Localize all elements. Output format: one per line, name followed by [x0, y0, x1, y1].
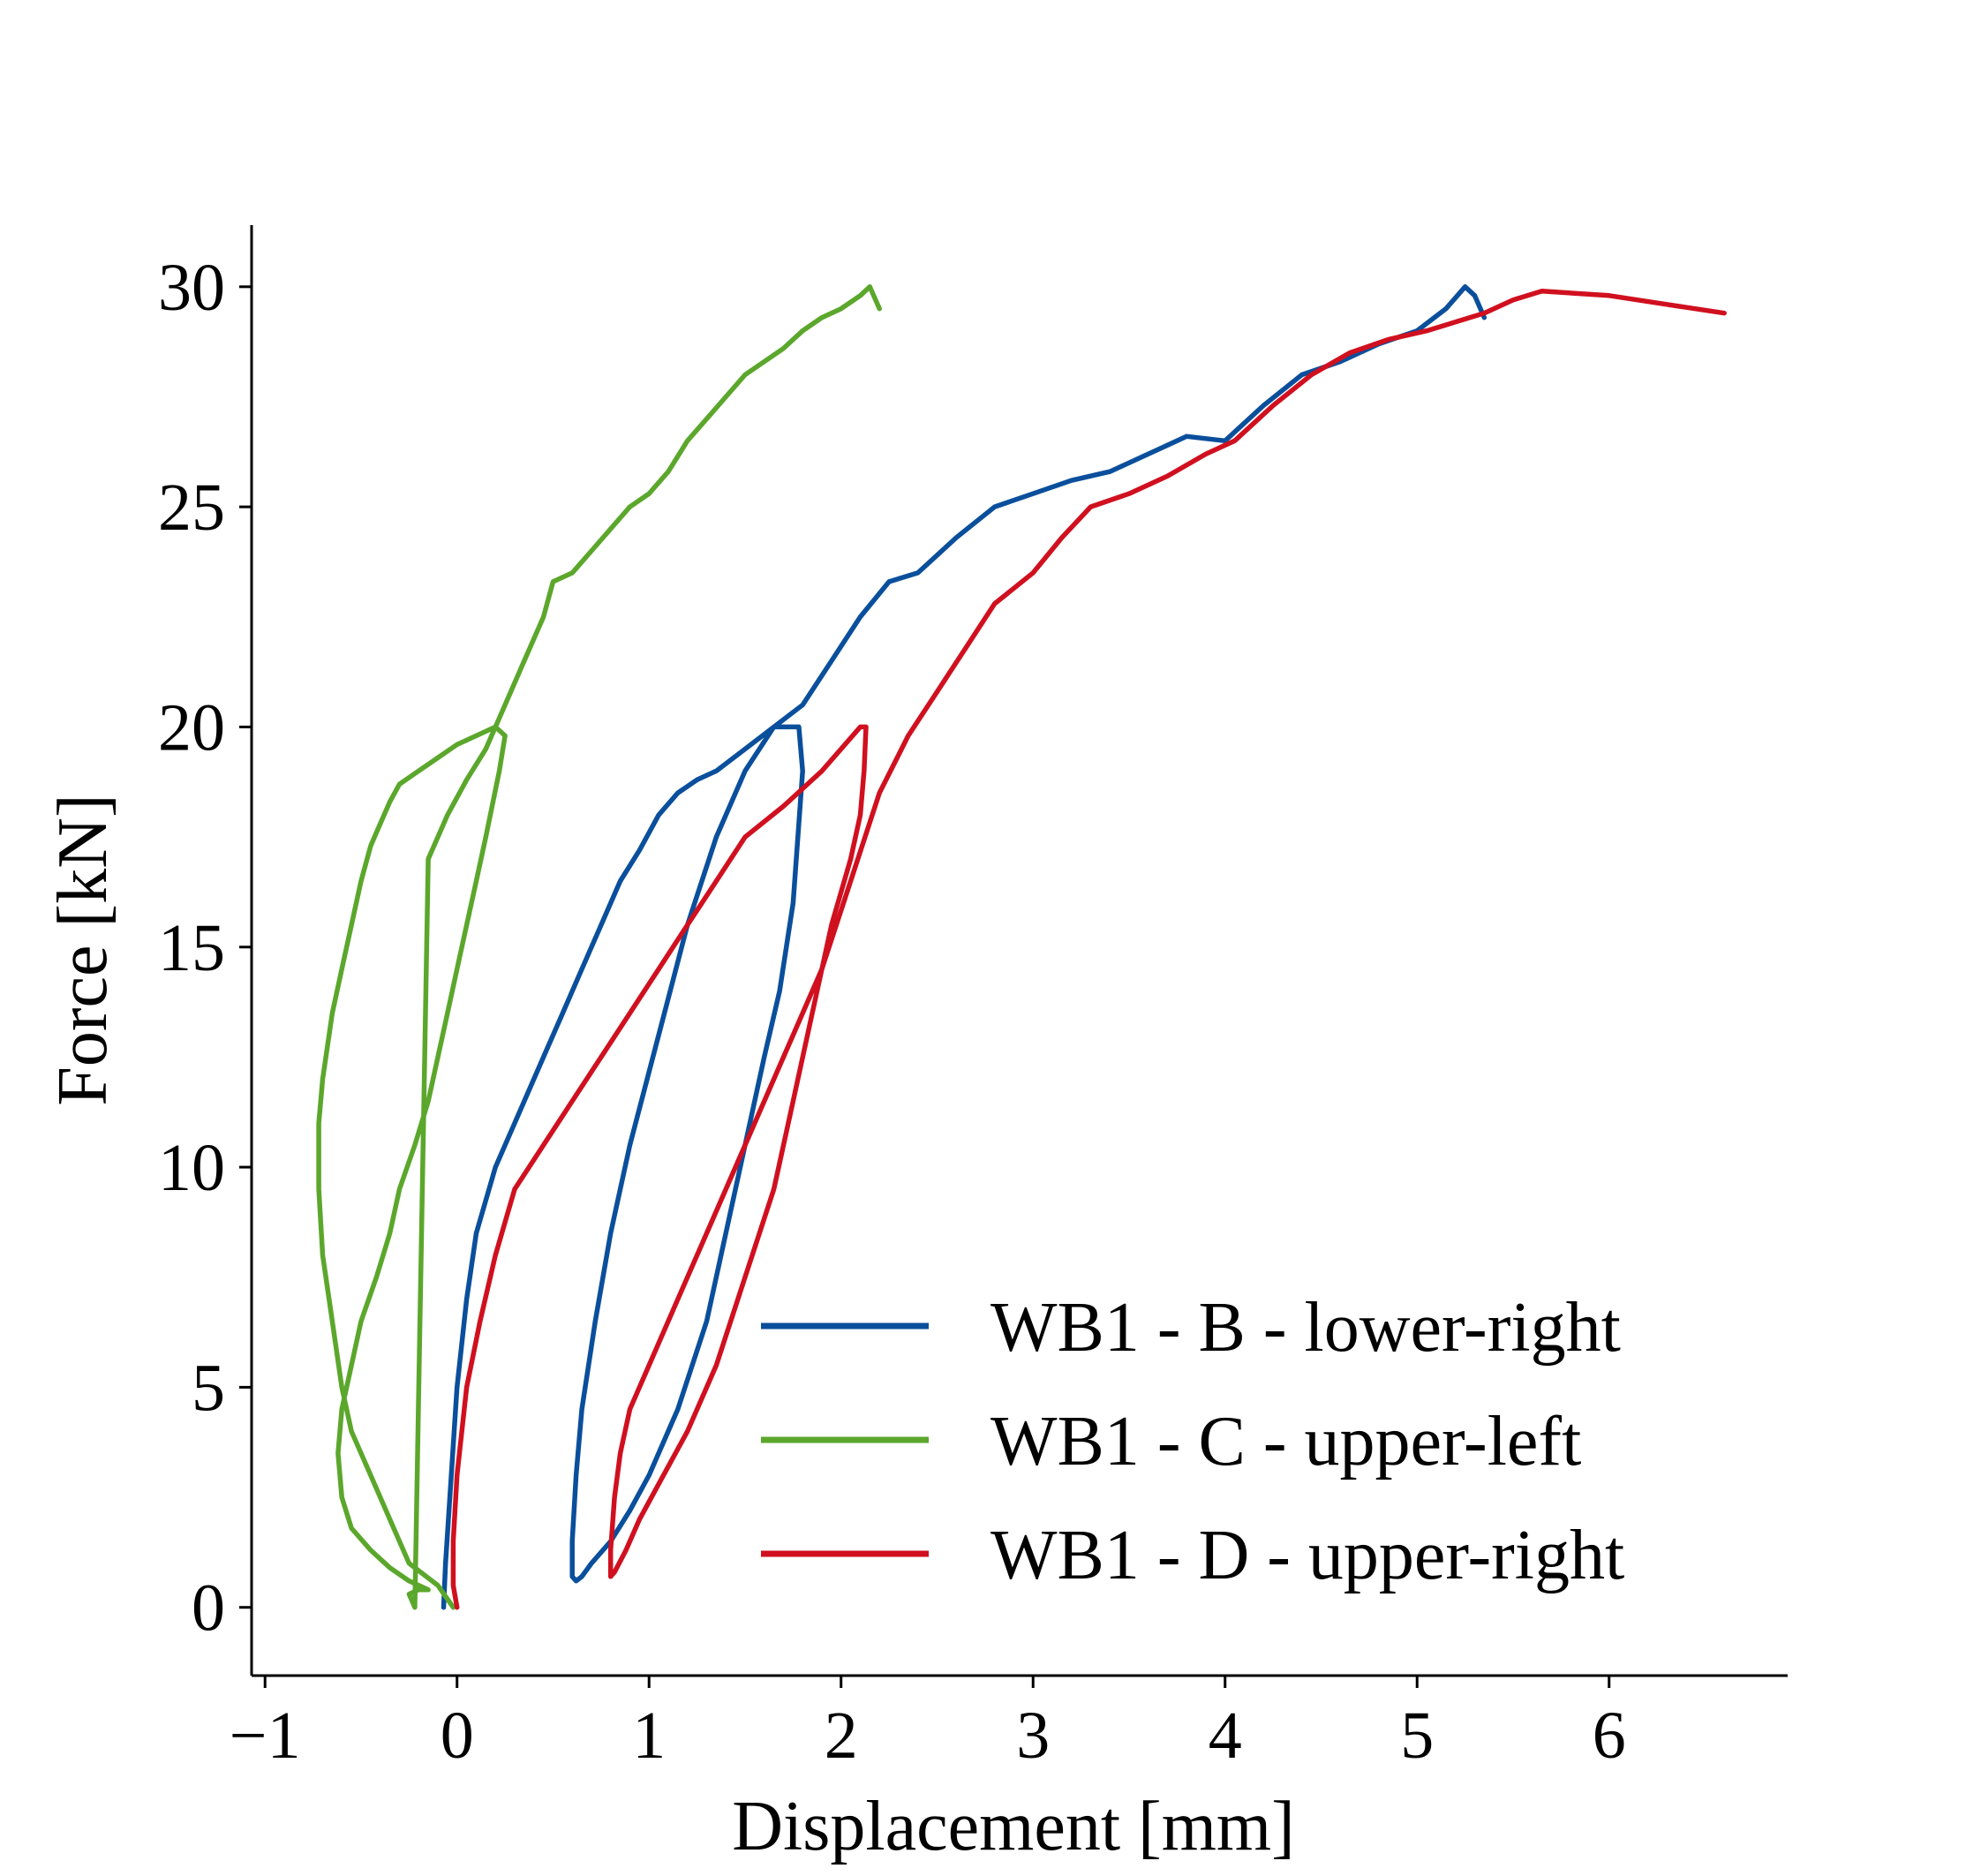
legend: WB1 - B - lower-right WB1 - C - upper-lef… — [761, 1289, 1624, 1594]
x-tick-label: 1 — [632, 1699, 666, 1773]
x-tick-label: −1 — [230, 1699, 301, 1773]
y-tick-label: 0 — [192, 1571, 225, 1646]
x-tick-label: 2 — [825, 1699, 858, 1773]
y-tick-label: 20 — [158, 690, 225, 765]
axes-layer — [250, 225, 1788, 1677]
y-tick-label: 15 — [158, 911, 225, 985]
y-axis-label: Force [kN] — [44, 794, 122, 1105]
series-layer — [316, 284, 1727, 1610]
series-line-3 — [450, 289, 1727, 1610]
x-tick-label: 6 — [1593, 1699, 1626, 1773]
series-line-2 — [316, 284, 882, 1610]
legend-label-3: WB1 - D - upper-right — [990, 1517, 1624, 1594]
legend-label-1: WB1 - B - lower-right — [990, 1289, 1621, 1367]
y-tick-label: 25 — [158, 471, 225, 545]
y-ticks: 0 5 10 15 20 25 30 — [158, 251, 252, 1646]
x-tick-label: 4 — [1209, 1699, 1242, 1773]
series-line-1 — [441, 284, 1488, 1610]
x-axis-label: Displacement [mm] — [732, 1788, 1295, 1865]
legend-label-2: WB1 - C - upper-left — [990, 1403, 1581, 1480]
y-tick-label: 5 — [192, 1351, 225, 1425]
y-tick-label: 30 — [158, 251, 225, 325]
x-ticks: −1 0 1 2 3 4 5 6 — [230, 1676, 1626, 1773]
y-tick-label: 10 — [158, 1131, 225, 1205]
x-tick-label: 5 — [1400, 1699, 1434, 1773]
x-tick-label: 0 — [441, 1699, 474, 1773]
x-tick-label: 3 — [1016, 1699, 1050, 1773]
